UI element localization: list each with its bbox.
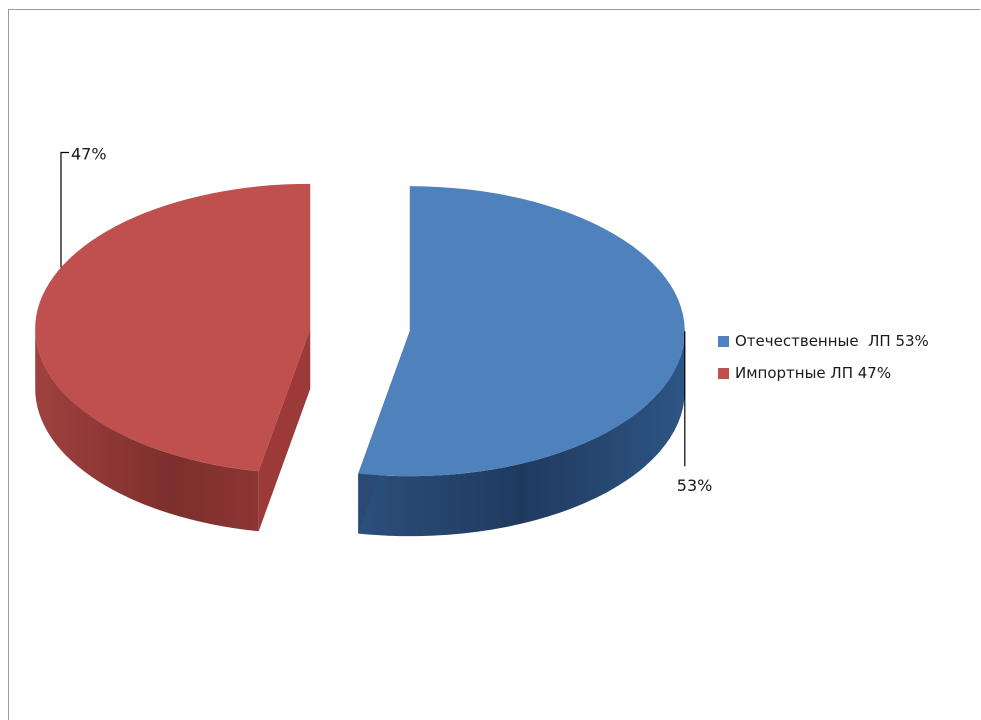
pie-slice-cut-imported-0 — [258, 328, 311, 532]
data-label-imported: 47% — [71, 145, 107, 164]
legend-label-imported: Импортные ЛП 47% — [735, 364, 892, 382]
legend-item-domestic: Отечественные ЛП 53% — [718, 330, 929, 352]
pie-slice-top-domestic — [358, 186, 685, 477]
pie-slice-side-imported — [35, 328, 259, 532]
legend-swatch-imported — [718, 367, 729, 379]
pie-slice-domestic — [358, 186, 685, 537]
pie-slice-side-domestic — [358, 331, 685, 537]
data-label-domestic: 53% — [677, 476, 713, 495]
pie-slice-top-imported — [35, 183, 311, 472]
pie-slice-imported — [35, 183, 311, 532]
legend-label-domestic: Отечественные ЛП 53% — [735, 332, 929, 350]
legend-item-imported: Импортные ЛП 47% — [718, 362, 929, 384]
legend: Отечественные ЛП 53% Импортные ЛП 47% — [718, 330, 929, 394]
legend-swatch-domestic — [718, 335, 729, 347]
leader-line-imported — [60, 151, 69, 268]
